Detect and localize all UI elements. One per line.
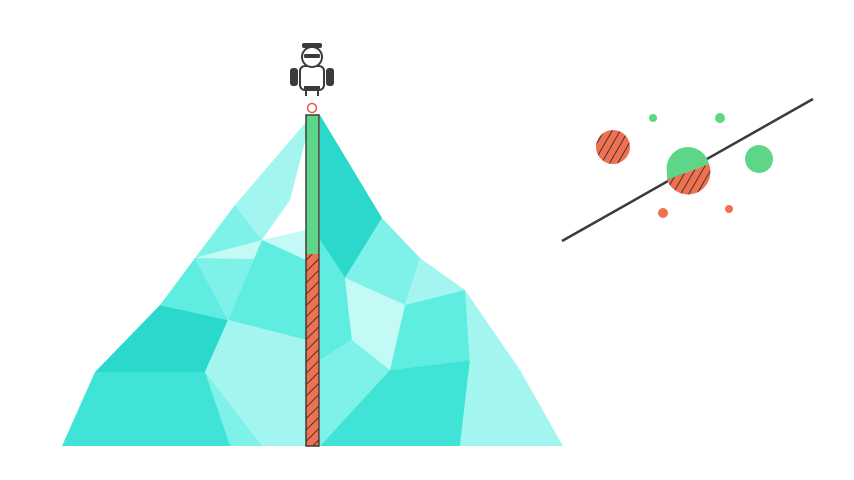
meter-green-section (306, 115, 319, 254)
scatter-point (667, 164, 711, 195)
scatter-point (745, 145, 773, 173)
scatter-point (725, 205, 733, 213)
summit-marker (306, 102, 318, 114)
scatter-point (596, 130, 630, 164)
scatter-point (649, 114, 657, 122)
mountain-facet (320, 115, 382, 278)
mountain-facet (405, 258, 465, 305)
mountain-facet (345, 278, 405, 370)
progress-meter (305, 102, 320, 447)
scatter-point (715, 113, 725, 123)
mountain-facet (320, 340, 390, 446)
scatter-point (666, 147, 709, 180)
meter-orange-section (306, 254, 319, 446)
mountain-facet (390, 290, 470, 370)
mountain-facet (160, 258, 228, 320)
mountain-facet (195, 205, 262, 320)
mountain-facet (320, 240, 352, 360)
mountain-facet (95, 305, 228, 372)
mountain-facet (205, 372, 262, 446)
mountain-facet (460, 360, 563, 446)
scatter-illustration (561, 97, 814, 243)
scatter-point (658, 208, 668, 218)
mountain-facet (320, 360, 470, 446)
hiker-with-sunglasses-icon (290, 43, 334, 96)
low-poly-mountain (62, 115, 563, 446)
mountain-facet (465, 290, 520, 370)
mountain-facet (205, 320, 306, 446)
meter-outline (305, 114, 320, 447)
mountain-facet (235, 115, 312, 240)
mountain-facet (345, 218, 420, 305)
mountain-facet (228, 240, 306, 340)
